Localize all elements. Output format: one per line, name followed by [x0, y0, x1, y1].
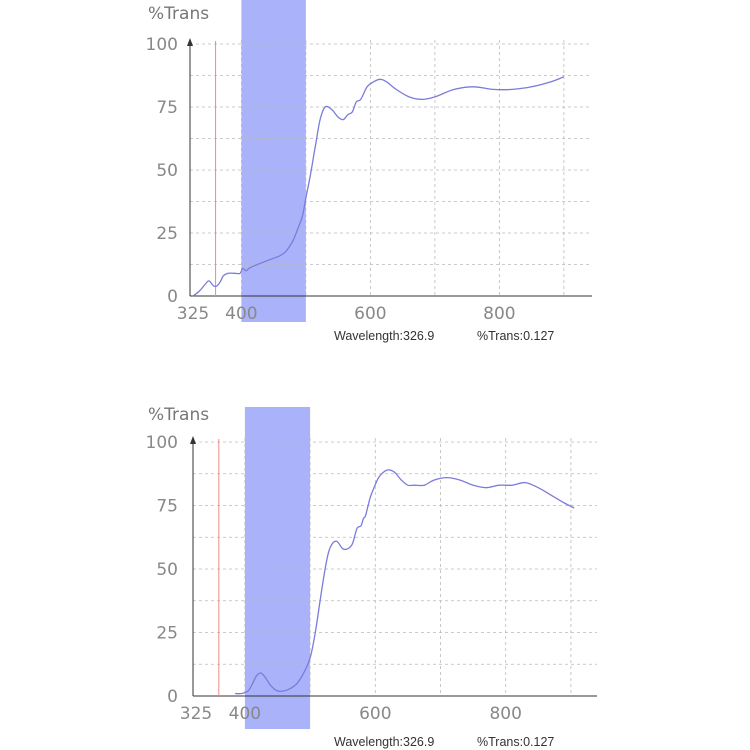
- p2-y-tick-label: 50: [156, 560, 178, 580]
- p2-spectrum-curve: [235, 469, 575, 695]
- p1-y-tick-label: 50: [156, 161, 178, 181]
- p1-trans-readout: %Trans:0.127: [477, 329, 554, 343]
- p2-y-axis-arrow: [190, 436, 196, 444]
- p2-y-tick-label: 100: [146, 433, 178, 453]
- p2-y-tick-label: 0: [167, 687, 178, 707]
- p2-y-tick-label: 75: [156, 497, 178, 517]
- p2-x-tick-label: 325: [180, 704, 212, 724]
- p2-selection-band: [244, 407, 311, 729]
- p1-x-tick-label: 400: [225, 304, 257, 324]
- p1-x-tick-label: 800: [483, 304, 515, 324]
- p1-y-axis-label: %Trans: [148, 4, 209, 24]
- p1-spectrum-curve: [192, 76, 565, 297]
- p1-wavelength-readout: Wavelength:326.9: [334, 329, 434, 343]
- p1-selection-band: [241, 0, 306, 322]
- p2-y-tick-label: 25: [156, 624, 178, 644]
- p1-x-tick-label: 600: [354, 304, 386, 324]
- p1-y-tick-label: 100: [146, 35, 178, 55]
- p2-y-axis-label: %Trans: [148, 405, 209, 425]
- p1-y-tick-label: 0: [167, 287, 178, 307]
- p2-x-tick-label: 800: [489, 704, 521, 724]
- p1-y-tick-label: 75: [156, 98, 178, 118]
- p2-x-tick-label: 400: [229, 704, 261, 724]
- p1-x-tick-label: 325: [177, 304, 209, 324]
- p1-y-tick-label: 25: [156, 224, 178, 244]
- p1-y-axis-arrow: [187, 38, 193, 46]
- p2-wavelength-readout: Wavelength:326.9: [334, 735, 434, 749]
- p2-x-tick-label: 600: [359, 704, 391, 724]
- p2-trans-readout: %Trans:0.127: [477, 735, 554, 749]
